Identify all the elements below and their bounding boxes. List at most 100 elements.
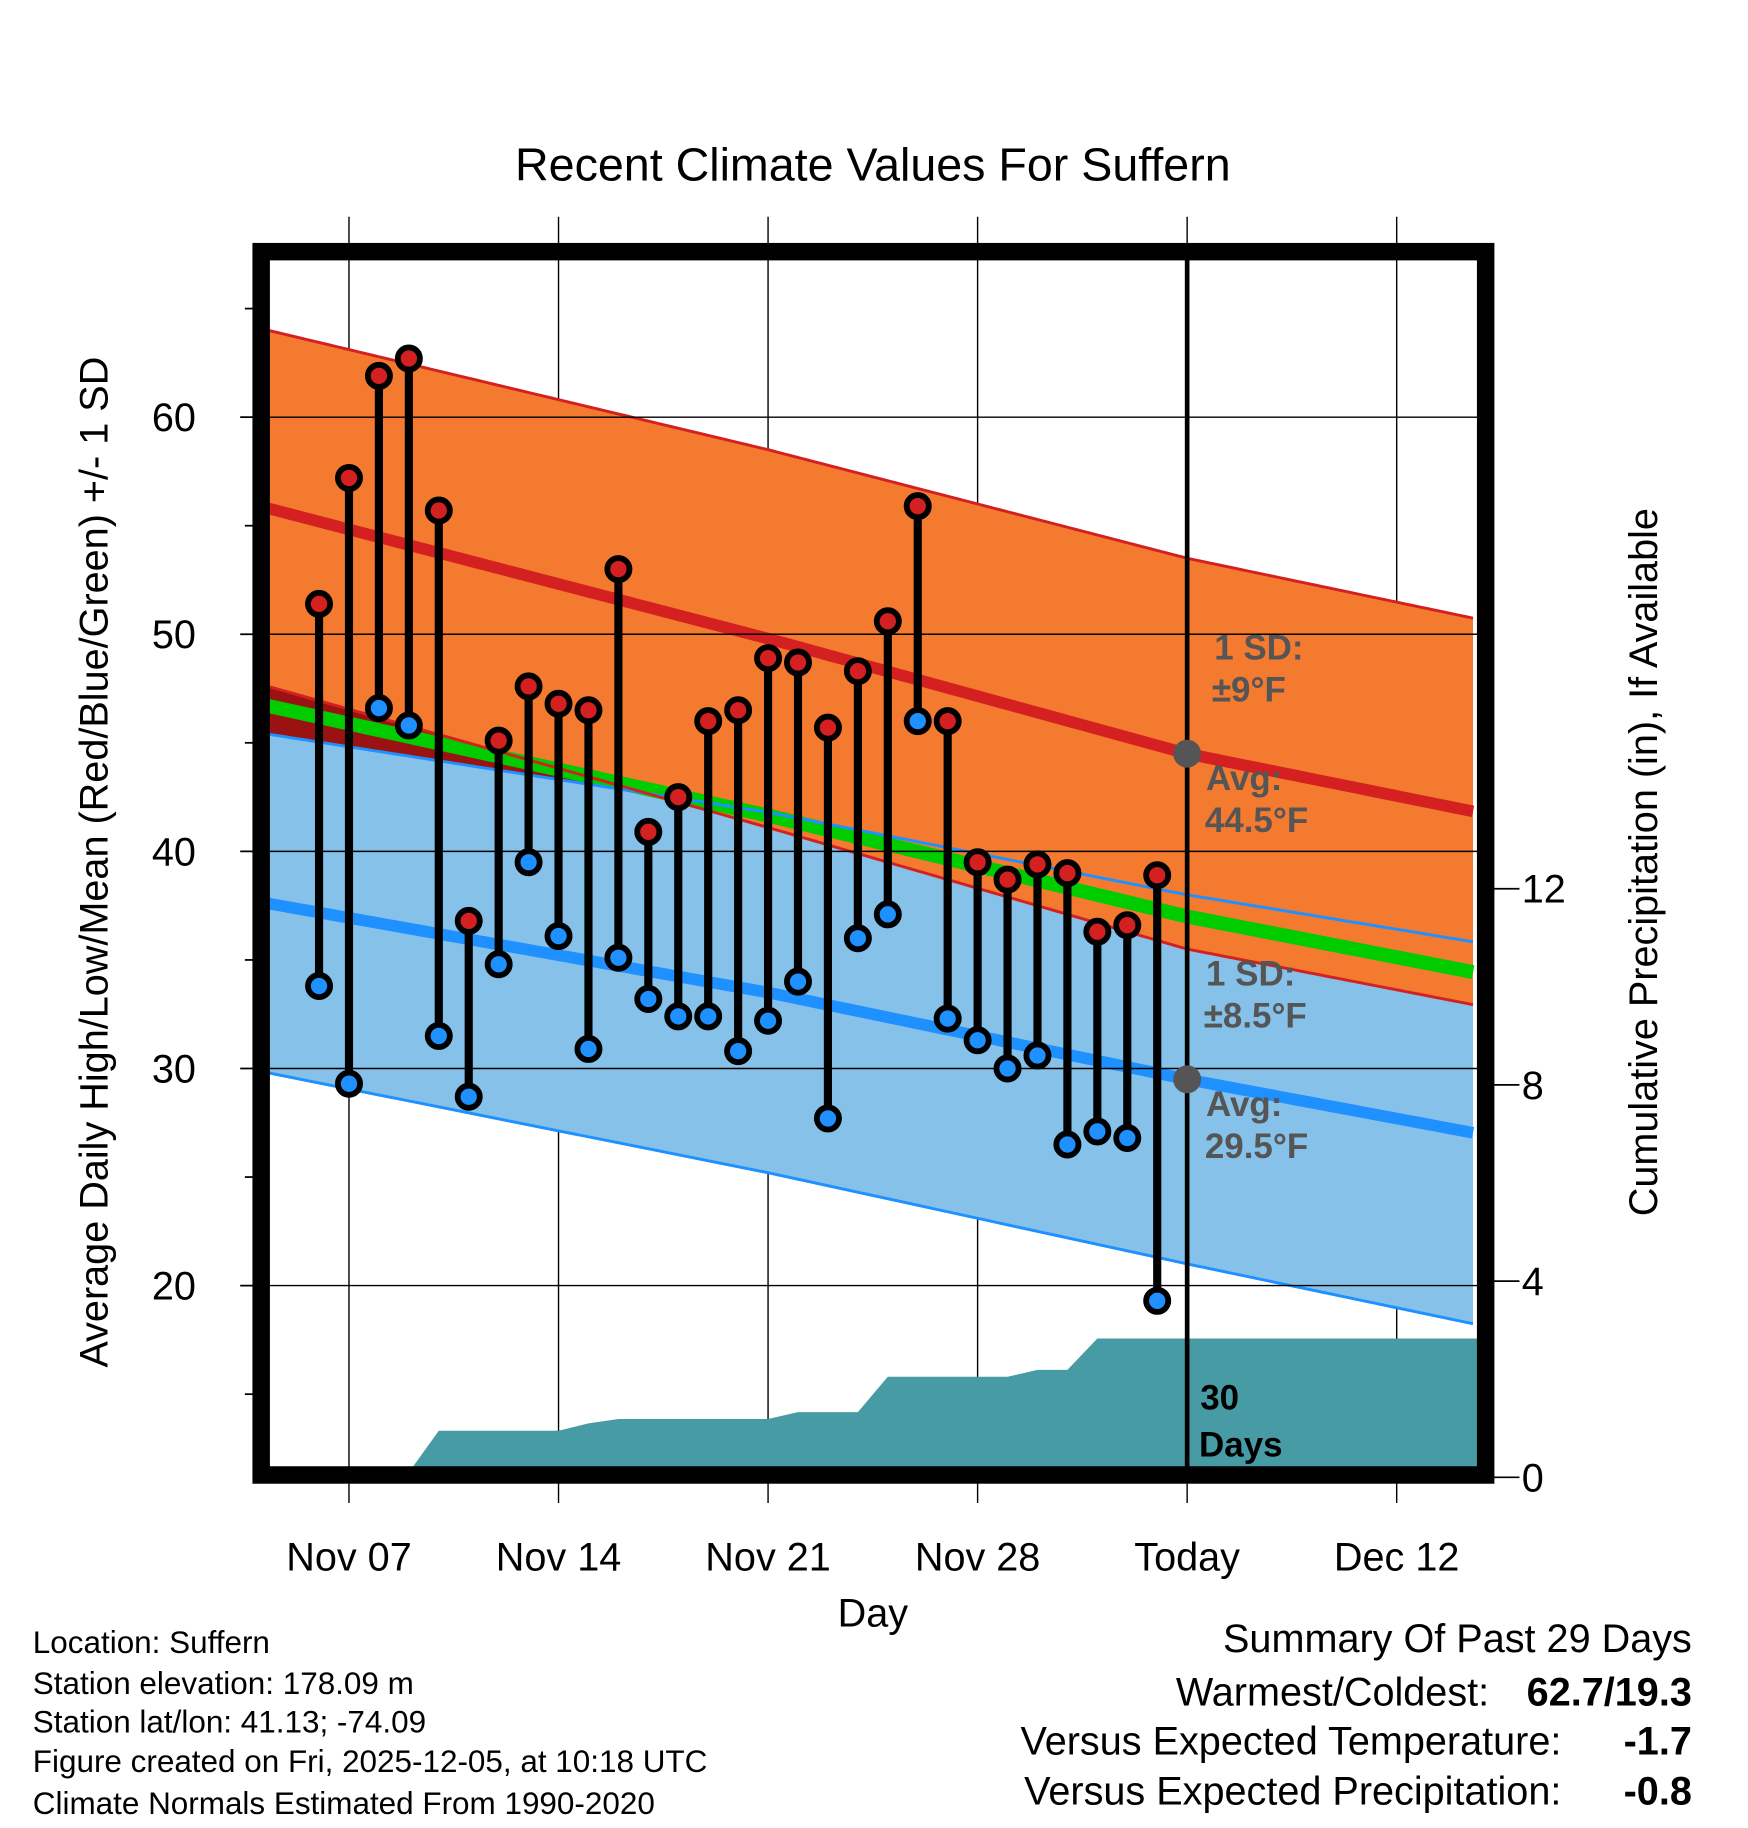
low-point [903, 707, 932, 736]
mean-normal-line [268, 699, 1475, 979]
high-point [873, 607, 902, 636]
high-point [1143, 861, 1172, 890]
high-point [1083, 917, 1112, 946]
high-point [424, 496, 453, 525]
high-point [394, 344, 423, 373]
low-upper-sd-line [268, 732, 1474, 944]
low-point [424, 1021, 453, 1050]
low-point [335, 1069, 363, 1098]
high-point [364, 361, 393, 390]
low-point [784, 967, 812, 996]
annotation-days-2: Days [1199, 1425, 1283, 1464]
summary-temp-label: Versus Expected Temperature: [1020, 1720, 1561, 1764]
annotation-low-sd-1: 1 SD: [1206, 955, 1295, 994]
footer-elevation: Station elevation: 178.09 m [33, 1666, 414, 1701]
annotation-high-sd-1: 1 SD: [1214, 628, 1303, 667]
axis-ticks: 20 30 40 50 60 0 4 8 12 Nov 07 Nov 14 Nov 21 Nov 28 T… [152, 307, 1566, 1580]
low-point [1083, 1117, 1112, 1146]
low-point [963, 1026, 992, 1055]
chart-title: Recent Climate Values For Suffern [515, 139, 1231, 191]
low-point [664, 1002, 693, 1031]
high-point [664, 783, 693, 812]
high-point [933, 707, 962, 736]
summary-warmest-label: Warmest/Coldest: [1176, 1671, 1489, 1715]
x-tick-label: Nov 28 [915, 1536, 1041, 1580]
high-point [694, 707, 723, 736]
today-low-avg-marker [1173, 1065, 1202, 1094]
low-point [843, 924, 872, 953]
low-point [1113, 1123, 1142, 1152]
y-tick-label: 40 [152, 830, 196, 874]
summary-precip-label: Versus Expected Precipitation: [1024, 1770, 1561, 1814]
x-tick-label: Nov 21 [705, 1536, 831, 1580]
annotation-days-1: 30 [1200, 1379, 1239, 1418]
low-point [754, 1006, 783, 1035]
plot-frame [252, 242, 1495, 1484]
high-point [813, 713, 842, 742]
low-point [933, 1004, 962, 1033]
x-tick-label: Dec 12 [1334, 1536, 1460, 1580]
low-point [1023, 1041, 1052, 1070]
y2-tick-label: 4 [1522, 1260, 1544, 1304]
y-tick-label: 30 [152, 1047, 196, 1091]
annotation-high-sd-2: ±9°F [1212, 670, 1286, 709]
y-tick-label: 50 [152, 613, 196, 657]
low-point [634, 985, 663, 1013]
footer-normals: Climate Normals Estimated From 1990-2020 [33, 1786, 655, 1821]
x-tick-label: Today [1134, 1536, 1240, 1580]
high-point [1113, 911, 1142, 940]
y-tick-label: 60 [152, 396, 196, 440]
footer-latlon: Station lat/lon: 41.13; -74.09 [33, 1704, 426, 1739]
high-point [305, 589, 334, 618]
low-sd-band [268, 734, 1474, 1324]
low-point [993, 1054, 1022, 1083]
low-point [394, 711, 423, 740]
high-point [574, 696, 603, 725]
y2-tick-label: 0 [1522, 1456, 1544, 1500]
annotation-high-avg-2: 44.5°F [1205, 801, 1308, 840]
high-point [514, 672, 543, 701]
y2-axis-label: Cumulative Precipitation (in), If Availa… [1622, 508, 1666, 1216]
y-axis-label: Average Daily High/Low/Mean (Red/Blue/Gr… [72, 357, 116, 1368]
high-point [484, 726, 513, 755]
low-point [574, 1034, 603, 1063]
high-point [1023, 850, 1052, 879]
high-upper-sd-line [268, 328, 1474, 620]
high-point [784, 648, 812, 677]
high-point [724, 696, 753, 725]
high-point [754, 644, 783, 673]
x-tick-label: Nov 14 [496, 1536, 622, 1580]
high-point [963, 848, 992, 877]
low-point [724, 1037, 753, 1066]
low-point [514, 848, 543, 877]
high-point [634, 817, 663, 846]
x-tick-label: Nov 07 [286, 1536, 412, 1580]
low-point [604, 943, 633, 972]
high-point [903, 492, 932, 521]
summary-precip-value: -0.8 [1624, 1770, 1692, 1814]
annotation-low-avg-1: Avg: [1206, 1085, 1282, 1124]
low-lower-sd-line [268, 1071, 1474, 1326]
low-point [873, 900, 902, 929]
y-tick-label: 20 [152, 1265, 196, 1309]
y2-tick-label: 12 [1522, 868, 1566, 912]
summary-title: Summary Of Past 29 Days [1223, 1617, 1692, 1661]
annotation-low-sd-2: ±8.5°F [1204, 997, 1307, 1036]
footer-created: Figure created on Fri, 2025-12-05, at 10… [33, 1744, 708, 1779]
summary-temp-value: -1.7 [1624, 1720, 1692, 1764]
high-point [993, 865, 1022, 894]
today-high-avg-marker [1173, 739, 1202, 768]
high-point [544, 689, 573, 718]
annotation-low-avg-2: 29.5°F [1205, 1127, 1308, 1166]
low-point [544, 922, 573, 951]
data-marks [305, 258, 1202, 1468]
high-point [335, 463, 363, 492]
high-point [454, 906, 483, 935]
summary-warmest-value: 62.7/19.3 [1527, 1671, 1692, 1715]
low-point [484, 950, 513, 979]
low-point [454, 1082, 483, 1111]
low-point [813, 1104, 842, 1133]
precip-area [412, 1338, 1478, 1468]
high-point [843, 657, 872, 686]
